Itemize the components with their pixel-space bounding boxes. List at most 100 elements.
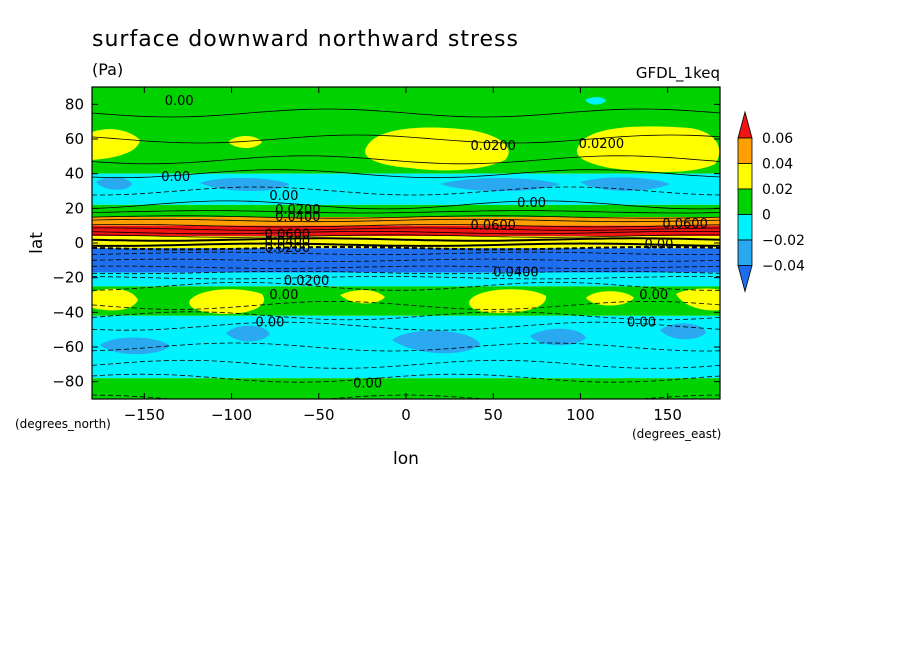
patch-north-yellow-4 xyxy=(228,136,262,148)
contour-label: 0.0400 xyxy=(493,265,539,280)
contour-line-20 xyxy=(92,242,720,247)
contour-line-25 xyxy=(92,301,720,310)
contour-label: 0.0200 xyxy=(470,139,516,154)
x-tick-label: −100 xyxy=(211,406,252,424)
contour-line-21 xyxy=(92,251,720,255)
patch-north-blue-1 xyxy=(96,177,132,190)
contour-label: 0.00 xyxy=(165,94,194,109)
contour-field xyxy=(92,87,720,399)
colorbar-label: 0.06 xyxy=(762,131,793,147)
colorbar-segment xyxy=(737,163,753,190)
contour-line-28 xyxy=(92,359,720,369)
contour-line-3 xyxy=(92,215,720,219)
contour-line-1 xyxy=(92,169,720,179)
y-tick-label: 80 xyxy=(65,95,84,113)
contour-label: 0.0400 xyxy=(275,210,321,225)
contour-line-19 xyxy=(92,237,720,242)
x-tick-label: 150 xyxy=(653,406,682,424)
units-label: (Pa) xyxy=(92,60,123,79)
patch-south-blue-4 xyxy=(530,328,586,346)
contour-label: 0.00 xyxy=(353,376,382,391)
colorbar-label: −0.04 xyxy=(762,259,805,275)
y-tick-label: −20 xyxy=(52,269,84,287)
colorbar-segment xyxy=(737,188,753,215)
contour-line-15 xyxy=(92,210,720,214)
contour-label: 0.00 xyxy=(517,196,546,211)
x-axis-label: lon xyxy=(393,449,419,469)
colorbar-cap-top xyxy=(737,110,753,139)
contour-label: 0.00 xyxy=(639,288,668,303)
contour-line-12 xyxy=(92,134,720,144)
contour-line-9 xyxy=(92,311,720,321)
patch-north-yellow-1 xyxy=(365,127,509,171)
patch-south-yellow-6 xyxy=(676,288,720,311)
colorbar-label: 0.02 xyxy=(762,182,793,198)
contour-line-24 xyxy=(92,276,720,280)
contour-line-17 xyxy=(92,227,720,231)
contour-label: 0.0600 xyxy=(662,217,708,232)
lat-band-4 xyxy=(92,217,720,226)
lat-band-3 xyxy=(92,204,720,217)
patch-south-yellow-1 xyxy=(92,288,138,311)
colorbar-segment xyxy=(737,137,753,164)
contour-label: 0.0200 xyxy=(275,203,321,218)
contour-label: 0.00 xyxy=(644,238,673,253)
chart-title: surface downward northward stress xyxy=(92,27,519,52)
colorbar-cap-bottom xyxy=(737,265,753,294)
axis-ticks: −150 −100 −50 0 50 100 150 80 60 40 20 0 −20 −40 −60 −8… xyxy=(52,87,720,424)
patch-south-yellow-4 xyxy=(469,289,547,314)
contour-line-23 xyxy=(92,265,720,269)
y-tick-label: −40 xyxy=(52,303,84,321)
contour-label: 0.0200 xyxy=(284,274,330,289)
patch-south-yellow-2 xyxy=(189,289,265,314)
colorbar-segment xyxy=(737,214,753,241)
colorbar: 0.06 0.04 0.02 0 −0.02 −0.04 xyxy=(737,110,805,294)
y-tick-label: 0 xyxy=(74,234,84,252)
contour-line-5 xyxy=(92,234,720,238)
colorbar-segment xyxy=(737,239,753,266)
y-tick-label: 20 xyxy=(65,199,84,217)
contour-line-7 xyxy=(92,270,720,275)
y-axis-label: lat xyxy=(27,232,47,254)
x-tick-label: 0 xyxy=(401,406,411,424)
contour-line-22 xyxy=(92,258,720,262)
y-tick-label: 40 xyxy=(65,165,84,183)
contour-line-27 xyxy=(92,342,720,352)
contour-line-14 xyxy=(92,186,720,196)
patch-north-cyan-1 xyxy=(585,97,606,105)
contour-label: 0.00 xyxy=(269,288,298,303)
patch-south-blue-2 xyxy=(226,325,270,342)
contour-line-18 xyxy=(92,231,720,235)
x-tick-label: −50 xyxy=(303,406,335,424)
patch-north-blue-3 xyxy=(440,178,560,192)
contour-bands xyxy=(92,87,720,399)
y-tick-label: −80 xyxy=(52,373,84,391)
contour-line-6 xyxy=(92,246,720,251)
contour-line-2 xyxy=(92,200,720,210)
contour-line-8 xyxy=(92,281,720,291)
contour-label: 0.0400 xyxy=(265,234,311,249)
x-units-label: (degrees_east) xyxy=(632,427,721,441)
dataset-label: GFDL_1keq xyxy=(636,64,720,83)
colorbar-label: 0.04 xyxy=(762,157,793,173)
x-tick-label: −150 xyxy=(124,406,165,424)
lat-band-8 xyxy=(92,272,720,287)
x-tick-label: 50 xyxy=(484,406,503,424)
contour-line-4 xyxy=(92,224,720,228)
patch-south-yellow-3 xyxy=(340,289,385,304)
contour-label: 0.0600 xyxy=(470,219,516,234)
contour-label: 0.00 xyxy=(627,316,656,331)
patch-north-blue-4 xyxy=(580,177,670,191)
patch-south-blue-3 xyxy=(392,330,480,354)
contour-label: 0.00 xyxy=(255,316,284,331)
y-tick-label: −60 xyxy=(52,338,84,356)
contour-line-26 xyxy=(92,321,720,331)
contour-line-0 xyxy=(92,108,720,118)
contour-line-10 xyxy=(92,373,720,383)
lat-band-10 xyxy=(92,315,720,379)
y-tick-label: 60 xyxy=(65,130,84,148)
colorbar-label: 0 xyxy=(762,208,771,224)
patch-south-green-1 xyxy=(160,383,196,392)
